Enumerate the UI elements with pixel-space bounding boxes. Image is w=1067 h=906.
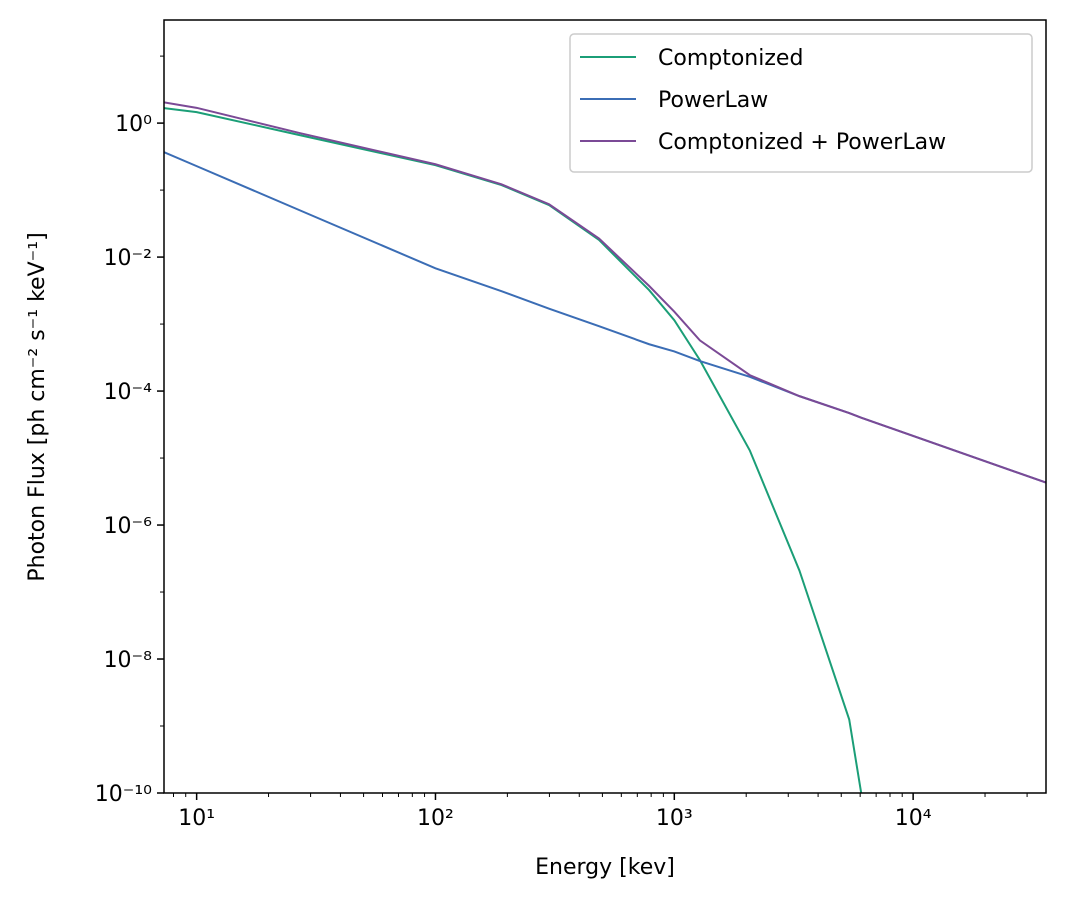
x-tick-label: 10² bbox=[417, 806, 454, 831]
plot-area bbox=[164, 101, 1046, 793]
legend-label: Comptonized bbox=[658, 46, 803, 71]
legend-label: PowerLaw bbox=[658, 88, 768, 113]
y-tick-label: 10⁻² bbox=[104, 246, 152, 271]
x-tick-label: 10³ bbox=[656, 806, 693, 831]
y-axis-label: Photon Flux [ph cm⁻² s⁻¹ keV⁻¹] bbox=[25, 232, 50, 581]
y-tick-label: 10⁻⁸ bbox=[104, 648, 153, 673]
y-tick-label: 10⁻⁴ bbox=[104, 380, 153, 405]
x-axis-label: Energy [kev] bbox=[535, 855, 675, 880]
y-tick-label: 10⁻⁶ bbox=[104, 514, 153, 539]
y-tick-label: 10⁰ bbox=[115, 112, 152, 137]
y-tick-label: 10⁻¹⁰ bbox=[95, 782, 152, 807]
x-tick-label: 10¹ bbox=[178, 806, 215, 831]
axes-frame bbox=[163, 19, 1047, 794]
legend-label: Comptonized + PowerLaw bbox=[658, 130, 946, 155]
series-line bbox=[164, 107, 863, 793]
legend-box bbox=[569, 33, 1033, 173]
x-tick-label: 10⁴ bbox=[895, 806, 932, 831]
series-line bbox=[164, 101, 1046, 484]
